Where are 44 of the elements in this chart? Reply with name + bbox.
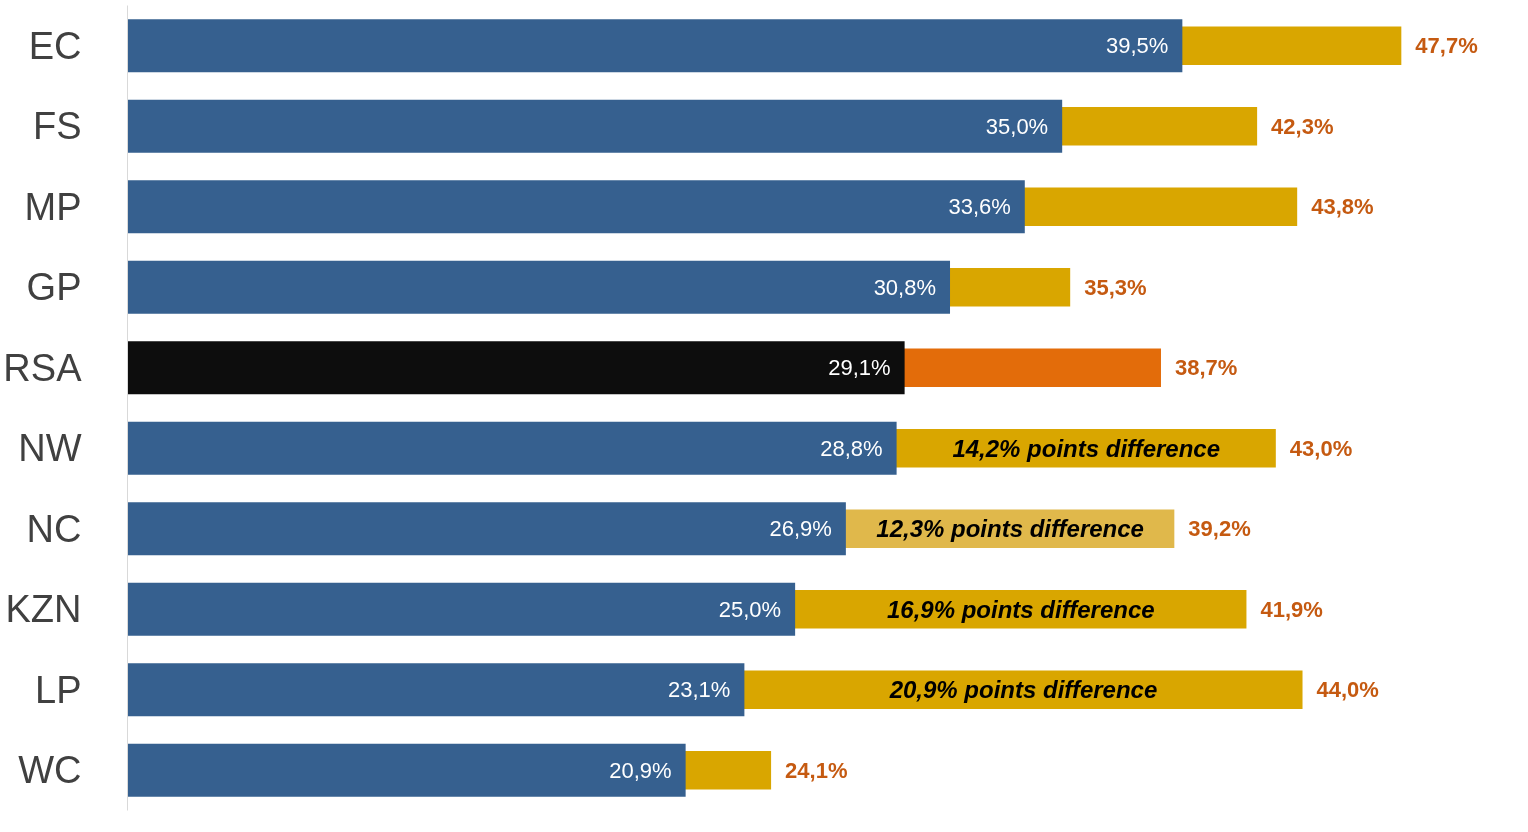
bar [127, 260, 951, 314]
data-label: 41,9% [1260, 596, 1323, 622]
bar [127, 421, 897, 475]
annotation: 20,9% points difference [888, 676, 1158, 704]
data-label: 20,9% [609, 757, 672, 783]
data-label: 47,7% [1415, 33, 1478, 59]
data-label: 43,8% [1311, 194, 1374, 220]
data-label: 35,0% [985, 113, 1049, 139]
y-tick-label: GP [26, 266, 82, 309]
data-label: 39,2% [1188, 516, 1251, 542]
y-tick-label: NC [26, 507, 82, 550]
data-label: 35,3% [1084, 274, 1147, 300]
y-tick-label: RSA [3, 346, 83, 389]
data-label: 23,1% [668, 677, 731, 703]
data-label: 28,8% [820, 435, 883, 461]
data-label: 39,5% [1105, 33, 1169, 59]
y-tick-label: KZN [5, 588, 82, 631]
annotation: 16,9% points difference [886, 595, 1155, 623]
bar [127, 99, 1063, 153]
bar [127, 582, 796, 636]
y-tick-label: WC [18, 749, 82, 792]
bar [127, 663, 745, 717]
bar [127, 743, 686, 797]
y-tick-label: EC [28, 24, 82, 67]
y-tick-label: MP [24, 185, 82, 228]
data-label: 38,7% [1174, 355, 1238, 381]
data-label: 24,1% [785, 757, 848, 783]
data-label: 42,3% [1271, 113, 1334, 139]
data-label: 30,8% [873, 274, 937, 300]
data-label: 26,9% [769, 516, 832, 542]
bar [127, 19, 1183, 73]
bar [127, 180, 1025, 234]
data-label: 29,1% [828, 355, 891, 381]
bar [127, 341, 905, 395]
data-label: 44,0% [1316, 677, 1379, 703]
annotation: 14,2% points difference [952, 434, 1221, 462]
y-tick-label: NW [18, 427, 82, 470]
y-tick-label: LP [35, 668, 82, 711]
bar [127, 502, 846, 556]
data-label: 33,6% [948, 194, 1011, 220]
data-label: 43,0% [1289, 435, 1353, 461]
y-tick-label: FS [32, 105, 82, 148]
data-label: 25,0% [718, 596, 782, 622]
annotation: 12,3% points difference [876, 515, 1144, 543]
